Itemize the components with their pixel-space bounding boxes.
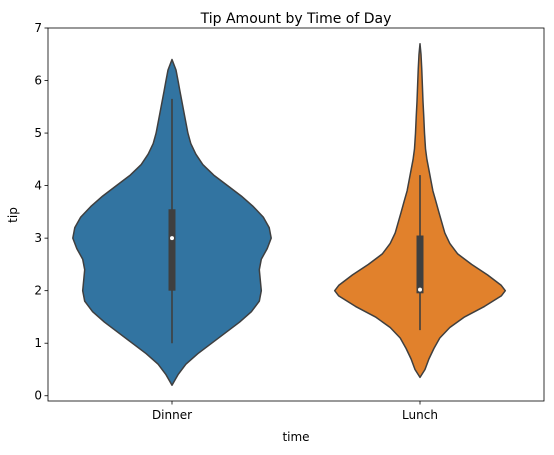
violins-layer — [72, 43, 507, 386]
plot-frame — [47, 27, 545, 402]
x-axis: Dinner Lunch — [152, 401, 438, 422]
iqr-box-lunch — [416, 235, 424, 294]
y-tick-label: 4 — [34, 179, 42, 193]
iqr-box-dinner — [168, 209, 176, 291]
boxes-layer — [168, 98, 424, 344]
y-tick-label: 6 — [34, 74, 42, 88]
y-tick-label: 0 — [34, 389, 42, 403]
y-axis: 0 1 2 3 4 5 6 7 — [34, 21, 48, 403]
y-tick-label: 1 — [34, 336, 42, 350]
median-point-lunch — [418, 287, 422, 292]
chart-title: Tip Amount by Time of Day — [200, 11, 392, 27]
x-axis-label: time — [282, 430, 309, 444]
x-tick-label: Dinner — [152, 408, 192, 422]
y-axis-label: tip — [6, 207, 20, 223]
y-tick-label: 7 — [34, 21, 42, 35]
y-tick-label: 5 — [34, 126, 42, 140]
x-tick-label: Lunch — [402, 408, 438, 422]
median-point-dinner — [170, 236, 174, 241]
y-tick-label: 2 — [34, 284, 42, 298]
y-tick-label: 3 — [34, 231, 42, 245]
